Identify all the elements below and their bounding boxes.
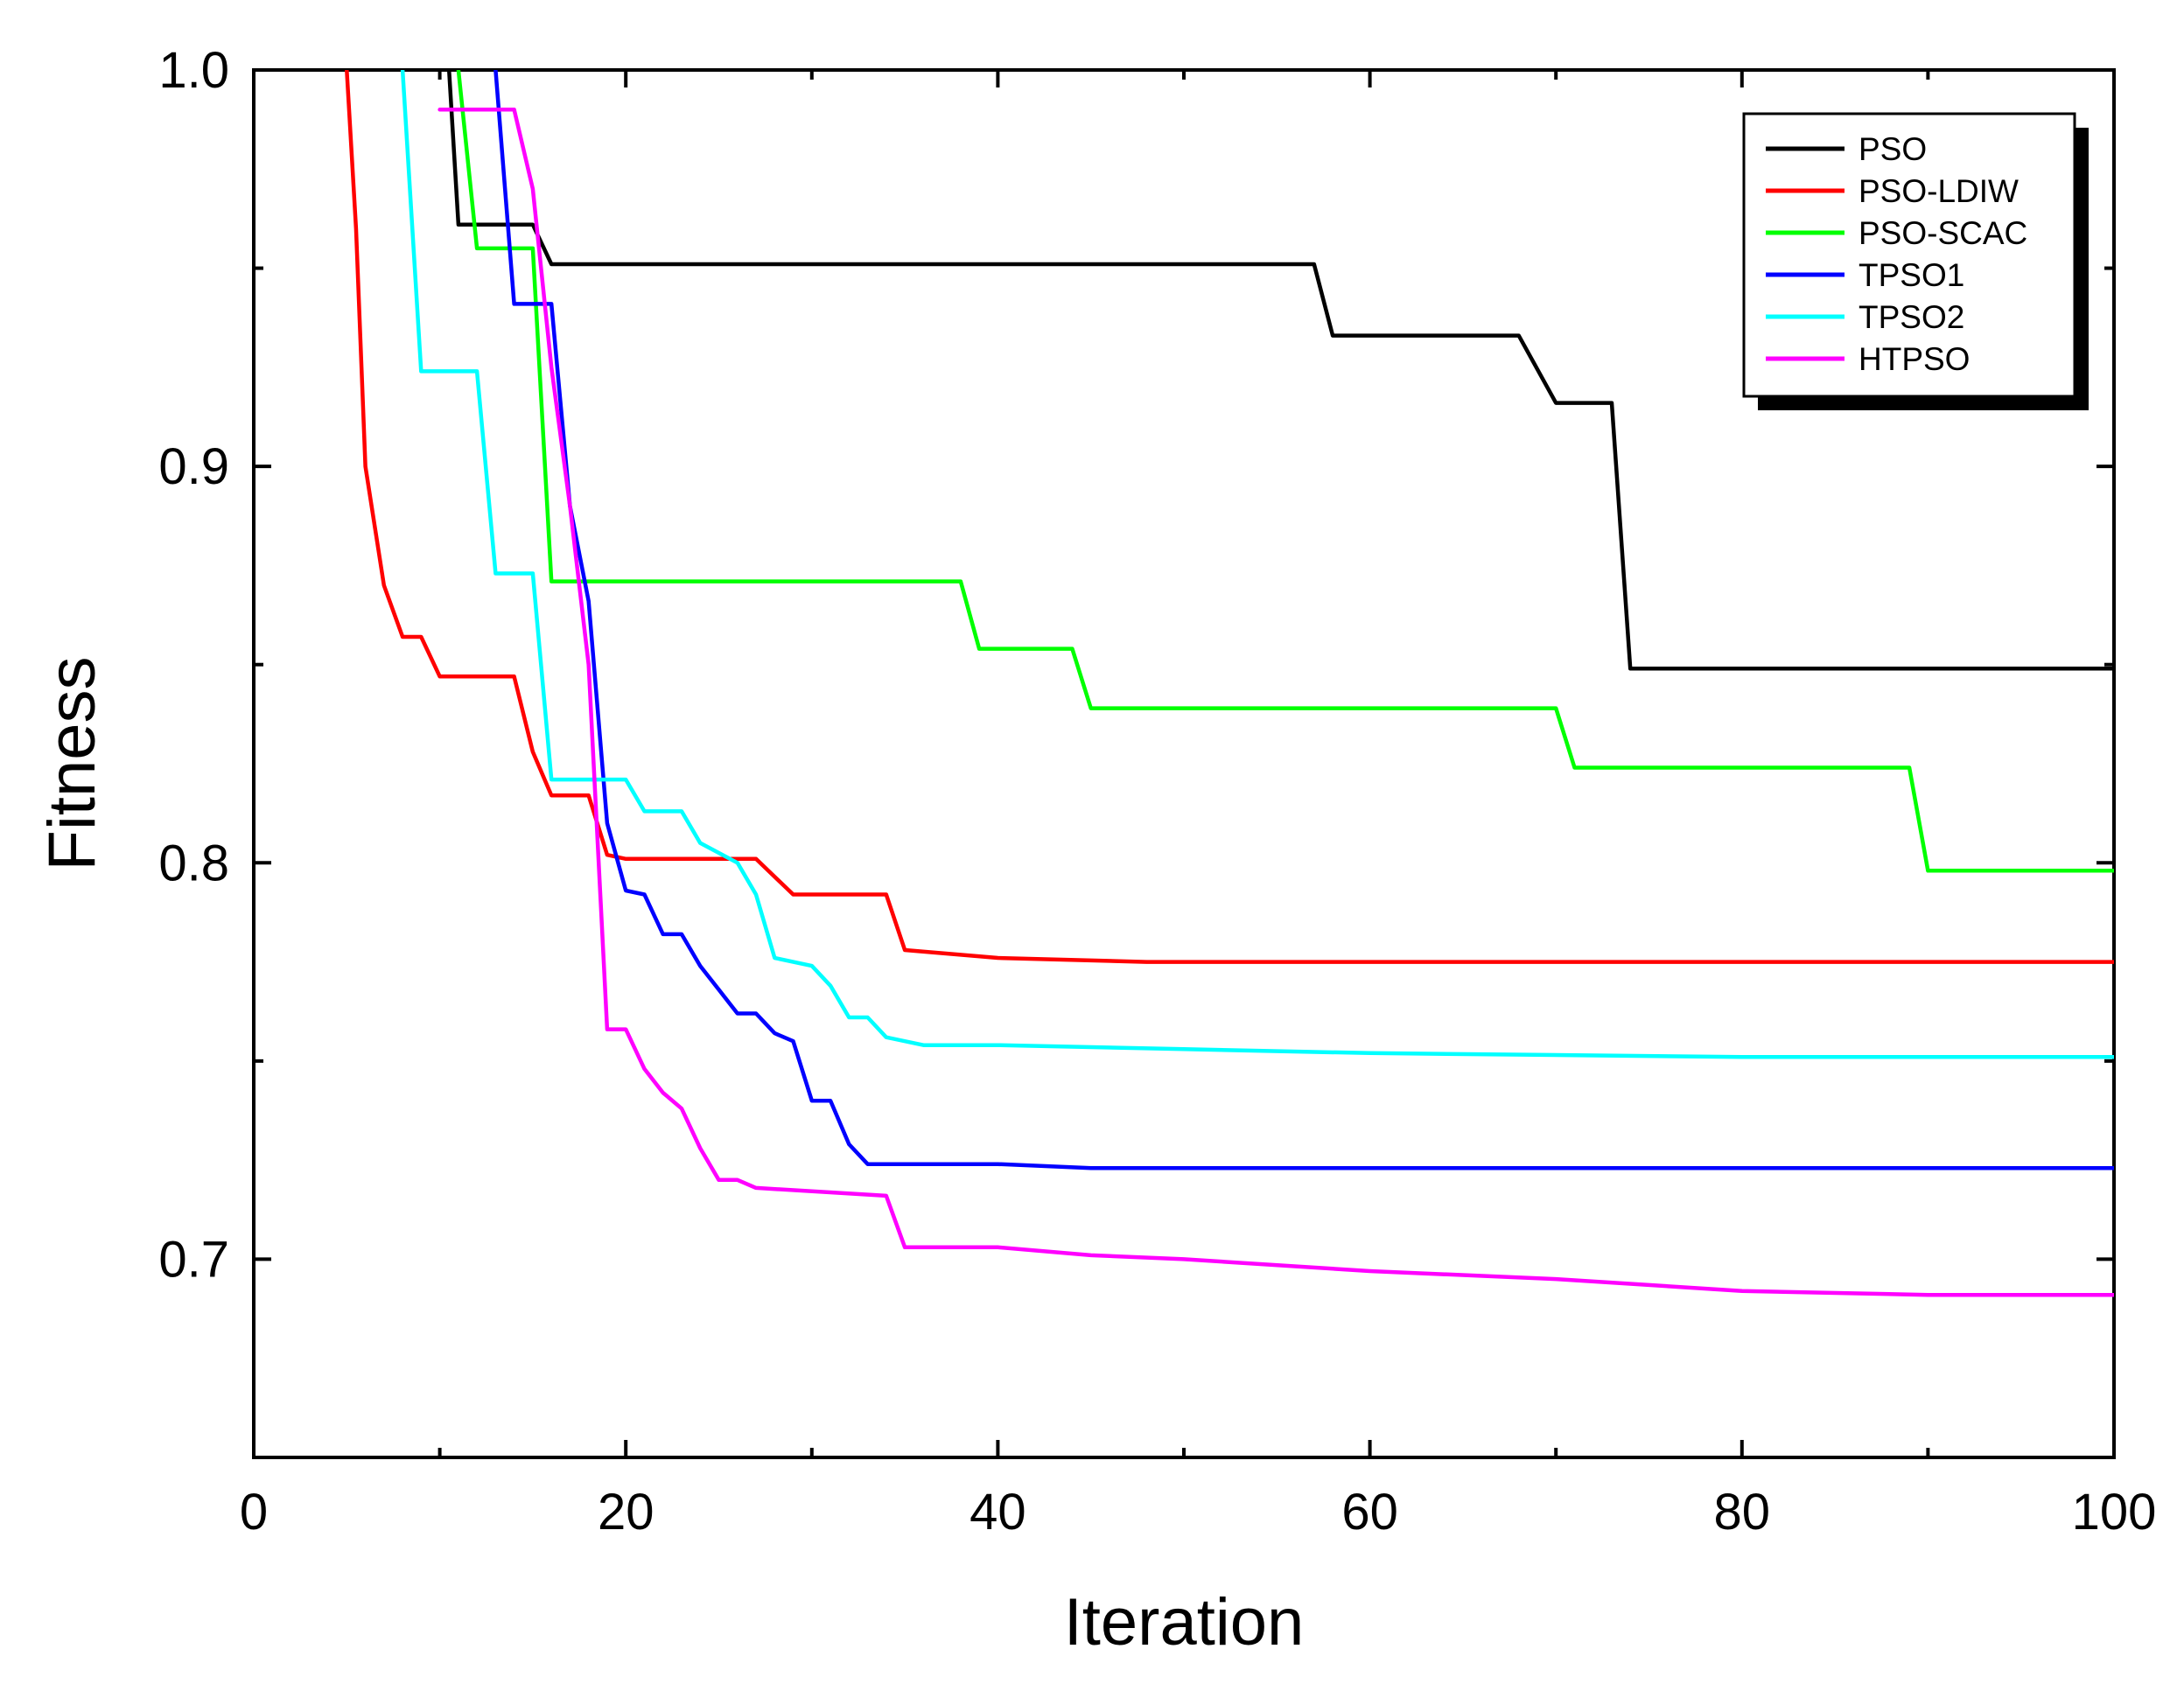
legend-label-pso-scac: PSO-SCAC [1858,215,2027,251]
axis-tick-labels: 0 20 40 60 80 100 0.7 0.8 0.9 1.0 [158,42,2156,1541]
x-tick-label: 100 [2072,1484,2157,1541]
y-tick-label: 0.7 [158,1231,229,1288]
y-axis-title: Fitness [35,657,109,871]
x-tick-label: 80 [1714,1484,1771,1541]
x-axis-title: Iteration [1064,1585,1305,1660]
series-line-tpso1 [494,70,2114,1170]
y-tick-label: 0.9 [158,438,229,495]
legend-label-htpso: HTPSO [1858,341,1970,377]
x-tick-label: 60 [1341,1484,1398,1541]
series-line-htpso [438,108,2114,1297]
x-tick-label: 0 [240,1484,268,1541]
legend-label-tpso1: TPSO1 [1858,257,1964,293]
legend: PSO PSO-LDIW PSO-SCAC TPSO1 TPSO2 HTPSO [1742,112,2089,410]
legend-label-pso-ldiw: PSO-LDIW [1858,173,2019,209]
legend-label-tpso2: TPSO2 [1858,299,1964,335]
legend-box [1742,112,2076,398]
legend-label-pso: PSO [1858,131,1927,167]
y-tick-label: 1.0 [158,42,229,99]
axis-ticks [252,68,2116,1457]
x-tick-label: 40 [970,1484,1026,1541]
series-line-pso-scac [456,70,2114,873]
series-group [345,70,2114,1297]
series-line-tpso2 [400,70,2114,1059]
x-tick-label: 20 [598,1484,654,1541]
series-line-pso-ldiw [345,70,2114,964]
y-tick-label: 0.8 [158,835,229,891]
